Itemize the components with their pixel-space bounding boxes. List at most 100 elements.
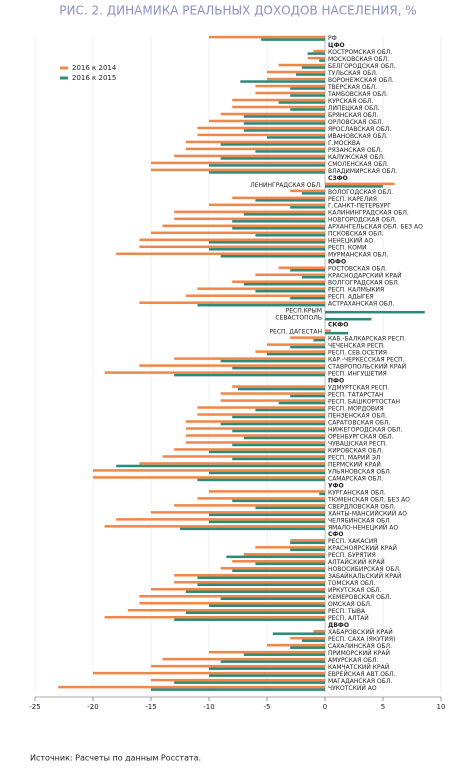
category-label: УФО xyxy=(328,482,344,489)
bar xyxy=(220,399,325,402)
bar xyxy=(162,224,325,228)
chart-title: РИС. 2. ДИНАМИКА РЕАЛЬНЫХ ДОХОДОВ НАСЕЛЕ… xyxy=(59,4,416,18)
category-label: ВОЛОГОДСКАЯ ОБЛ. xyxy=(328,189,393,196)
bar xyxy=(232,220,325,223)
category-label: КРАСНОЯРСКИЙ КРАЙ xyxy=(328,545,397,552)
bar xyxy=(93,469,325,472)
category-label: НЕНЕЦКИЙ АО xyxy=(328,238,374,245)
bar xyxy=(93,476,325,479)
bar xyxy=(151,664,325,668)
category-label: МОСКОВСКАЯ ОБЛ. xyxy=(328,56,389,63)
x-tick-label: -20 xyxy=(87,703,98,711)
bar xyxy=(209,203,325,207)
bar xyxy=(290,94,325,97)
bar xyxy=(255,273,325,276)
bar xyxy=(232,443,325,447)
category-label: УДМУРТСКАЯ РЕСП. xyxy=(328,384,389,391)
bar xyxy=(209,604,325,608)
bar xyxy=(209,164,325,167)
category-label: РЕСП. ТЫВА xyxy=(328,608,366,615)
bar xyxy=(197,406,325,409)
bar xyxy=(325,317,372,321)
category-label: ЯРОСЛАВСКАЯ ОБЛ. xyxy=(328,126,391,133)
bar xyxy=(301,66,325,69)
bar xyxy=(278,401,325,405)
bar xyxy=(104,525,325,528)
category-label: ЗАБАЙКАЛЬСКИЙ КРАЙ xyxy=(328,573,401,580)
category-label: РЕСП. ТАТАРСТАН xyxy=(328,391,384,398)
category-label: СТАВРОПОЛЬСКИЙ КРАЙ xyxy=(328,363,406,370)
category-label: КАЛУЖСКАЯ ОБЛ. xyxy=(328,154,385,161)
bar xyxy=(139,462,325,465)
bar xyxy=(232,227,325,230)
category-label: РЕСП. ДАГЕСТАН xyxy=(269,329,322,336)
bar xyxy=(232,105,325,109)
category-label: САМАРСКАЯ ОБЛ. xyxy=(328,475,383,482)
bar xyxy=(325,185,383,188)
category-label: ЛИПЕЦКАЯ ОБЛ. xyxy=(328,105,380,112)
category-label: ХАНТЫ-МАНСИЙСКИЙ АО xyxy=(328,510,407,517)
bar xyxy=(185,427,325,430)
bar xyxy=(174,618,325,621)
bar xyxy=(272,632,325,635)
category-label: РЕСП. БУРЯТИЯ xyxy=(328,552,376,559)
bar xyxy=(209,513,325,517)
category-label: ЧУВАШСКАЯ РЕСП. xyxy=(328,440,387,447)
bar xyxy=(209,490,325,493)
bar xyxy=(226,555,325,559)
bar xyxy=(255,150,325,153)
bar xyxy=(185,441,325,444)
bar xyxy=(174,448,325,451)
bar xyxy=(290,394,325,398)
bar xyxy=(151,161,325,165)
bar xyxy=(255,234,325,237)
category-label: БЕЛГОРОДСКАЯ ОБЛ. xyxy=(328,63,396,70)
bar xyxy=(290,269,325,272)
bar xyxy=(151,678,325,682)
legend-swatch xyxy=(60,66,68,70)
category-label: КАЛИНИНГРАДСКАЯ ОБЛ. xyxy=(328,210,409,217)
bar xyxy=(151,168,325,172)
category-label: ДВФО xyxy=(328,622,349,629)
bar xyxy=(313,629,325,633)
category-label: КОСТРОМСКАЯ ОБЛ. xyxy=(328,49,392,56)
bar xyxy=(197,303,325,307)
bar xyxy=(232,569,325,573)
bar xyxy=(232,196,325,200)
category-label: СЗФО xyxy=(328,175,348,182)
category-label: Г.МОСКВА xyxy=(328,140,361,147)
source-note: Источник: Расчеты по данным Росстата. xyxy=(30,754,201,763)
bar xyxy=(243,282,325,286)
legend-swatch xyxy=(60,76,68,80)
bar xyxy=(232,98,325,102)
bar xyxy=(220,359,325,363)
bar xyxy=(116,518,325,521)
bar xyxy=(180,527,325,531)
category-label: ТЮМЕНСКАЯ ОБЛ. БЕЗ АО xyxy=(327,496,410,503)
bar xyxy=(232,560,325,563)
category-label: ЧЕЧЕНСКАЯ РЕСП. xyxy=(328,343,385,350)
bar xyxy=(307,56,325,60)
bar xyxy=(209,520,325,524)
category-label: ПЕРМСКИЙ КРАЙ xyxy=(328,461,381,468)
bar xyxy=(255,546,325,549)
category-label: АРХАНГЕЛЬСКАЯ ОБЛ. БЕЗ АО xyxy=(328,224,423,231)
bar xyxy=(151,587,325,591)
bar xyxy=(162,657,325,661)
bar xyxy=(162,455,325,458)
bar xyxy=(290,206,325,209)
bar xyxy=(301,639,325,642)
x-tick-label: -25 xyxy=(29,703,40,711)
category-label: РФ xyxy=(328,35,337,42)
bar xyxy=(174,210,325,214)
category-label: МУРМАНСКАЯ ОБЛ. xyxy=(328,252,388,259)
bar xyxy=(243,213,325,216)
category-label: ЛЕНИНГРАДСКАЯ ОБЛ. xyxy=(250,182,322,189)
bar xyxy=(58,685,325,689)
bar xyxy=(197,413,325,416)
bar xyxy=(290,87,325,90)
bar xyxy=(290,189,325,193)
bar xyxy=(197,478,325,482)
category-label: РЕСП. СЕВ.ОСЕТИЯ xyxy=(328,350,387,357)
